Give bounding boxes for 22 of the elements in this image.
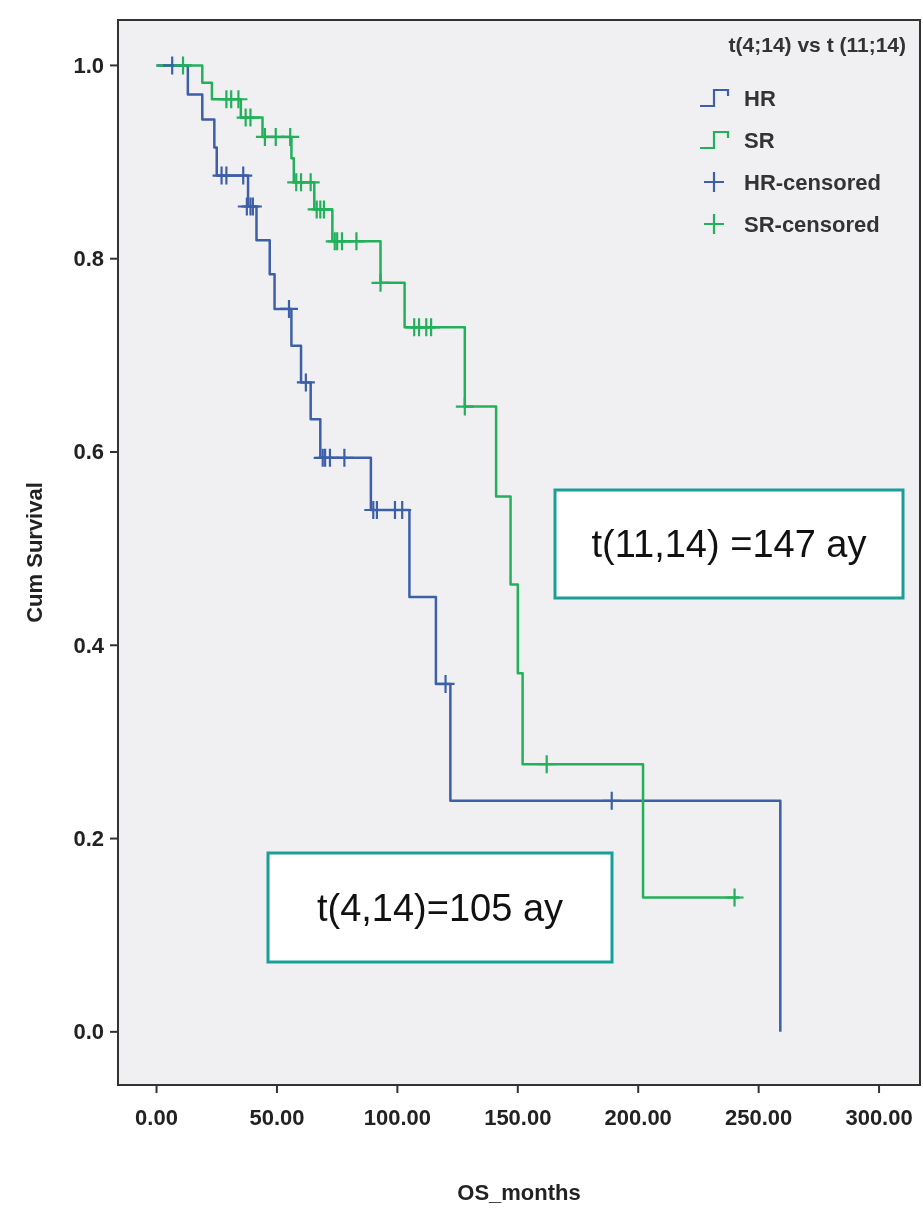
x-tick-label: 150.00 xyxy=(484,1105,552,1130)
y-tick-label: 0.0 xyxy=(73,1019,104,1045)
legend-label: SR-censored xyxy=(744,211,880,237)
x-tick-label: 50.00 xyxy=(249,1105,305,1130)
x-tick-label: 250.00 xyxy=(724,1105,793,1130)
x-tick-label: 200.00 xyxy=(604,1105,672,1130)
y-tick-label: 1.0 xyxy=(73,52,104,78)
x-tick-label: 100.00 xyxy=(363,1105,432,1130)
legend-label: HR xyxy=(744,85,776,111)
x-tick-label: 0.00 xyxy=(135,1105,178,1130)
y-tick-label: 0.2 xyxy=(73,826,104,852)
annotation: t(11,14) =147 ay xyxy=(591,523,867,565)
y-tick-label: 0.6 xyxy=(73,439,104,465)
legend-label: HR-censored xyxy=(744,169,881,195)
legend-title: t(4;14) vs t (11;14) xyxy=(728,33,906,56)
legend-label: SR xyxy=(744,127,775,153)
x-tick-label: 300.00 xyxy=(845,1105,913,1130)
y-tick-label: 0.8 xyxy=(73,246,104,272)
x-axis-title: OS_months xyxy=(457,1180,581,1205)
y-axis-title: Cum Survival xyxy=(22,482,47,623)
annotation: t(4,14)=105 ay xyxy=(316,886,564,929)
y-tick-label: 0.4 xyxy=(73,632,105,658)
